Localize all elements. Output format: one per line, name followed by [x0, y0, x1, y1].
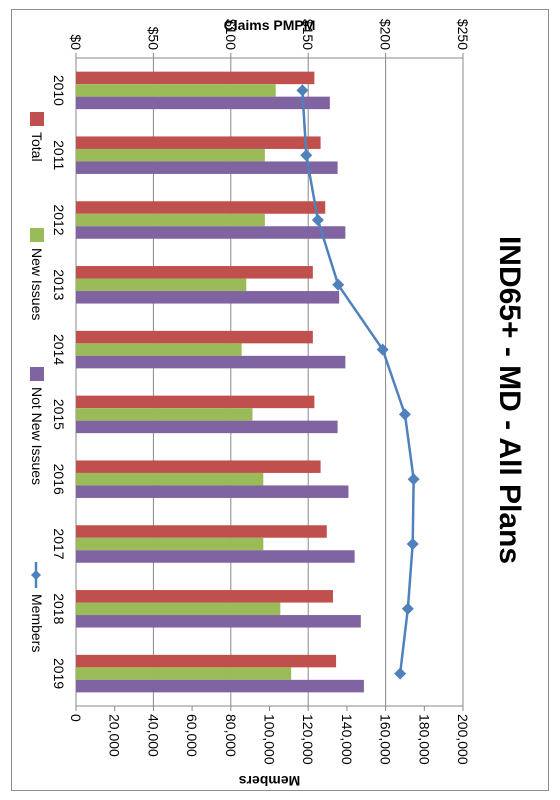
- legend-swatch-not-new-issues: [30, 367, 44, 381]
- bar-new-issues: [75, 84, 276, 97]
- y2-tick-label: 60,000: [184, 714, 200, 757]
- y-tick-label: $0: [68, 34, 84, 50]
- bar-total: [76, 590, 333, 603]
- bar-total: [76, 266, 313, 279]
- bar-new-issues: [75, 408, 253, 421]
- bar-total: [76, 71, 315, 85]
- y2-tick-label: 180,000: [416, 714, 432, 765]
- members-line: [301, 90, 415, 674]
- y-tick-label: $100: [223, 19, 239, 50]
- y2-axis-title: Members: [239, 773, 301, 789]
- x-tick-label: 2018: [51, 593, 67, 624]
- x-tick-label: 2019: [51, 658, 67, 689]
- bar-new-issues: [76, 278, 247, 292]
- bar-total: [76, 395, 315, 409]
- y2-tick-label: 100,000: [262, 714, 278, 765]
- bar-not-new-issues: [76, 485, 349, 498]
- y2-tick-label: 0: [68, 714, 84, 722]
- bar-total: [76, 525, 327, 538]
- chart-svg: IND65+ - MD - All Plans $0 $50 $100 $150 $200…: [29, 17, 526, 789]
- members-marker: [376, 343, 389, 356]
- x-tick-label: 2016: [51, 464, 67, 495]
- y2-tick-label: 40,000: [145, 714, 161, 757]
- x-tick-label: 2013: [51, 269, 67, 300]
- x-tick-label: 2012: [51, 204, 67, 235]
- members-marker: [394, 667, 407, 680]
- bar-not-new-issues: [76, 291, 340, 304]
- x-tick-label: 2011: [51, 140, 67, 170]
- bar-new-issues: [76, 667, 292, 680]
- bar-total: [76, 201, 326, 214]
- bar-new-issues: [75, 148, 265, 162]
- chart-frame: IND65+ - MD - All Plans $0 $50 $100 $150 $200…: [11, 9, 549, 791]
- bar-total: [76, 136, 321, 149]
- y-tick-label: $50: [145, 27, 161, 51]
- bar-new-issues: [76, 472, 264, 486]
- legend-label: Total: [29, 132, 45, 162]
- bar-total: [76, 330, 313, 344]
- y2-tick-label: 200,000: [455, 714, 471, 765]
- members-marker: [407, 473, 420, 486]
- x-tick-label: 2017: [51, 528, 67, 559]
- y2-tick-label: 80,000: [223, 714, 239, 757]
- bar-not-new-issues: [76, 615, 361, 628]
- members-marker: [311, 214, 324, 226]
- bar-not-new-issues: [76, 161, 338, 174]
- bar-new-issues: [75, 343, 242, 356]
- chart-title: IND65+ - MD - All Plans: [493, 236, 526, 564]
- y2-tick-label: 120,000: [300, 714, 316, 765]
- bar-not-new-issues: [76, 226, 346, 239]
- bar-new-issues: [76, 537, 264, 551]
- x-tick-label: 2015: [51, 399, 67, 430]
- bar-not-new-issues: [75, 550, 355, 563]
- members-marker: [398, 408, 411, 421]
- y-tick-label: $250: [455, 19, 471, 50]
- legend-swatch-new-issues: [30, 228, 44, 242]
- y-tick-label: $150: [300, 19, 316, 50]
- bar-not-new-issues: [75, 679, 364, 693]
- y2-tick-label: 160,000: [378, 714, 394, 765]
- members-marker: [401, 602, 414, 615]
- y2-tick-label: 20,000: [107, 714, 123, 757]
- rotated-chart-group: IND65+ - MD - All Plans $0 $50 $100 $150 $200…: [29, 17, 526, 789]
- y2-tick-label: 140,000: [339, 714, 355, 765]
- legend-label: Members: [29, 594, 45, 652]
- y-tick-label: $200: [378, 19, 394, 50]
- bar-total: [76, 460, 321, 473]
- members-marker: [296, 84, 309, 97]
- legend-label: Not New Issues: [29, 387, 45, 485]
- members-marker: [406, 538, 419, 550]
- legend-marker-members: [31, 570, 41, 580]
- members-marker: [332, 278, 345, 291]
- y-axis-title: Claims PMPM: [224, 17, 316, 33]
- members-marker: [300, 149, 313, 162]
- bar-total: [76, 654, 337, 668]
- legend-label: New Issues: [29, 248, 45, 320]
- x-tick-label: 2014: [51, 334, 67, 365]
- legend-swatch-total: [30, 112, 44, 126]
- bar-new-issues: [76, 602, 281, 616]
- bar-new-issues: [75, 213, 265, 227]
- bar-not-new-issues: [76, 96, 330, 110]
- bar-not-new-issues: [76, 355, 346, 369]
- x-tick-label: 2010: [51, 75, 67, 106]
- bar-not-new-issues: [76, 420, 338, 434]
